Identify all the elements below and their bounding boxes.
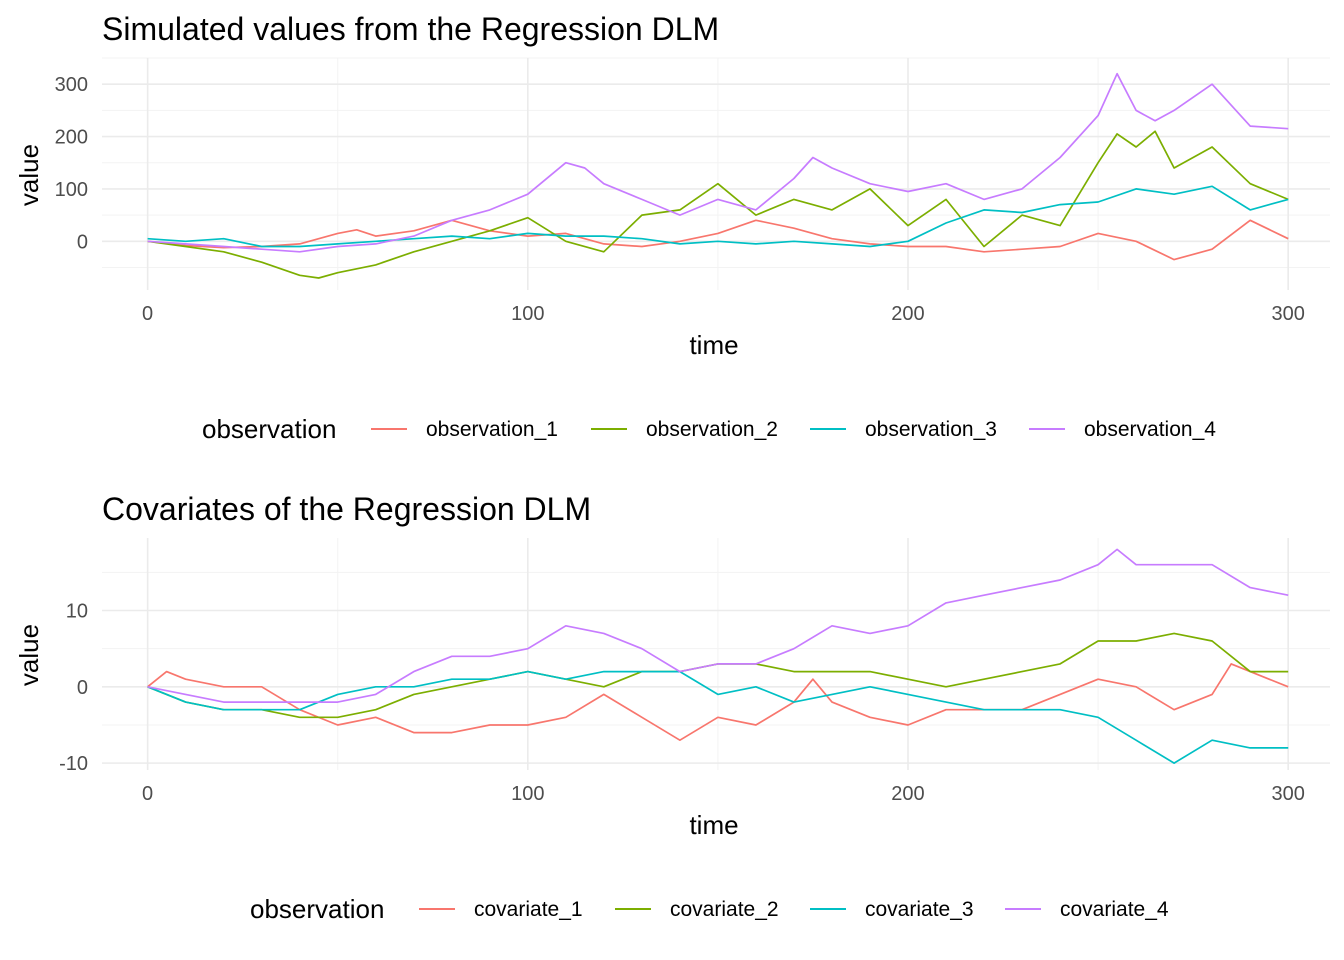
series-line-covariate-3 <box>147 670 1289 764</box>
x-tick-label: 200 <box>891 783 924 805</box>
y-tick-label: 300 <box>55 74 88 96</box>
x-tick-label: 100 <box>511 783 544 805</box>
x-tick-label: 0 <box>142 783 153 805</box>
x-tick-label: 0 <box>142 303 153 325</box>
chart-1-legend: observation observation_1 observation_2 … <box>202 414 1216 444</box>
chart-2-gridlines <box>102 538 1330 770</box>
x-tick-label: 200 <box>891 303 924 325</box>
chart-2-y-ticks: -10 0 10 <box>59 601 88 776</box>
series-line-observation-3 <box>147 185 1289 248</box>
chart-1-y-axis-title: value <box>14 144 44 206</box>
legend-label-covariate-1: covariate_1 <box>474 898 583 921</box>
chart-1-x-axis-title: time <box>689 330 738 360</box>
x-tick-label: 100 <box>511 303 544 325</box>
legend-label-covariate-4: covariate_4 <box>1060 898 1169 921</box>
legend-label-observation-2: observation_2 <box>646 418 778 441</box>
chart-2-y-axis-title: value <box>14 624 44 686</box>
chart-1-y-ticks: 0 100 200 300 <box>55 74 88 253</box>
y-tick-label: 10 <box>66 601 88 623</box>
legend-label-covariate-2: covariate_2 <box>670 898 779 921</box>
legend-label-observation-4: observation_4 <box>1084 418 1216 441</box>
legend-label-covariate-3: covariate_3 <box>865 898 974 921</box>
series-line-covariate-4 <box>147 548 1289 703</box>
chart-1-legend-title: observation <box>202 414 336 444</box>
chart-1-series <box>147 72 1289 279</box>
chart-2-x-ticks: 0 100 200 300 <box>142 783 1305 805</box>
chart-panel-2: Covariates of the Regression DLM 0 100 200… <box>14 491 1330 924</box>
y-tick-label: -10 <box>59 753 88 775</box>
chart-1-x-ticks: 0 100 200 300 <box>142 303 1305 325</box>
x-tick-label: 300 <box>1271 783 1304 805</box>
chart-1-title: Simulated values from the Regression DLM <box>102 11 719 47</box>
chart-2-legend: observation covariate_1 covariate_2 cova… <box>250 894 1169 924</box>
legend-label-observation-1: observation_1 <box>426 418 558 441</box>
y-tick-label: 100 <box>55 179 88 201</box>
series-line-observation-1 <box>147 219 1289 261</box>
chart-panel-1: Simulated values from the Regression DLM… <box>14 11 1330 444</box>
chart-1-gridlines <box>102 57 1330 290</box>
chart-2-title: Covariates of the Regression DLM <box>102 491 591 527</box>
x-tick-label: 300 <box>1271 303 1304 325</box>
chart-2-legend-title: observation <box>250 894 384 924</box>
y-tick-label: 0 <box>77 677 88 699</box>
series-line-observation-4 <box>147 72 1289 253</box>
y-tick-label: 200 <box>55 127 88 149</box>
chart-2-x-axis-title: time <box>689 810 738 840</box>
chart-2-series <box>147 548 1289 764</box>
y-tick-label: 0 <box>77 231 88 253</box>
series-line-observation-2 <box>147 130 1289 279</box>
legend-label-observation-3: observation_3 <box>865 418 997 441</box>
